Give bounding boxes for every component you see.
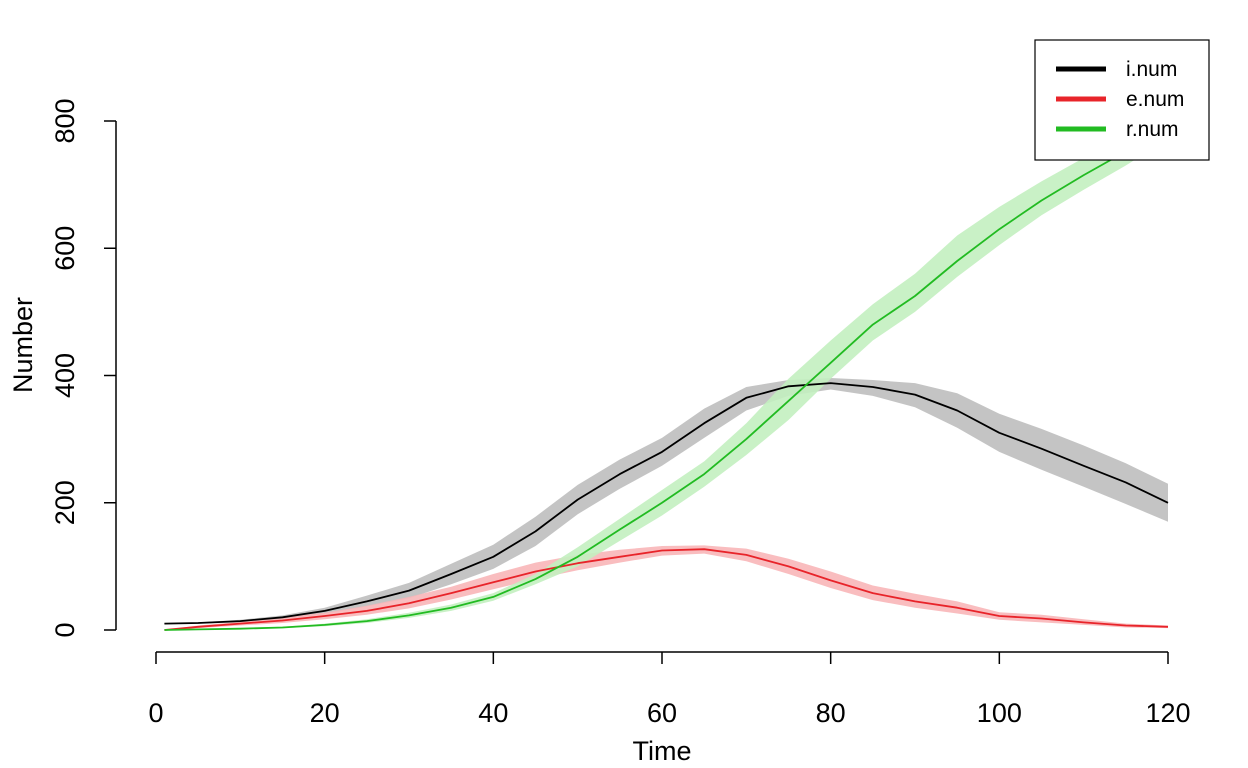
line-r-num: [164, 126, 1169, 631]
y-tick-label: 200: [50, 480, 80, 525]
x-tick-label: 100: [977, 698, 1022, 728]
confidence-bands: [164, 114, 1168, 631]
legend-label-r-num: r.num: [1126, 118, 1179, 141]
y-axis-title: Number: [8, 297, 38, 393]
legend-label-i-num: i.num: [1126, 58, 1177, 81]
x-tick-label: 40: [478, 698, 508, 728]
x-ticks: 0 20 40 60 80 100 120: [148, 652, 1191, 728]
line-i-num: [164, 382, 1169, 625]
x-axis-title: Time: [633, 736, 692, 766]
legend-label-e-num: e.num: [1126, 88, 1184, 111]
y-tick-label: 0: [50, 622, 80, 637]
x-tick-label: 120: [1145, 698, 1190, 728]
x-axis: 0 20 40 60 80 100 120: [148, 651, 1191, 728]
x-tick-label: 20: [310, 698, 340, 728]
line-e-num: [164, 548, 1169, 631]
x-tick-label: 80: [816, 698, 846, 728]
x-tick-label: 60: [647, 698, 677, 728]
series-lines: [164, 126, 1169, 631]
legend: i.num e.num r.num: [1034, 39, 1210, 161]
y-tick-label: 400: [50, 353, 80, 398]
y-axis: 0 200 400 600 800: [50, 98, 117, 638]
x-tick-label: 0: [148, 698, 163, 728]
y-tick-label: 600: [50, 226, 80, 271]
y-tick-label: 800: [50, 98, 80, 143]
y-ticks: 0 200 400 600 800: [50, 98, 116, 638]
